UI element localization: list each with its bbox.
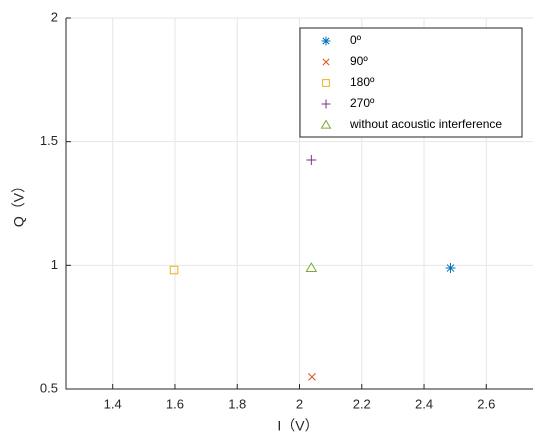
x-tick-label: 2.4	[415, 396, 433, 411]
x-tick-label: 2.2	[353, 396, 371, 411]
legend-label: 180º	[350, 75, 375, 89]
legend-marker	[322, 79, 330, 87]
legend-marker	[322, 58, 330, 66]
x-tick-label: 2.6	[477, 396, 495, 411]
y-tick-label: 0.5	[40, 380, 58, 395]
y-tick-label: 1	[51, 257, 58, 272]
legend-box	[299, 27, 523, 138]
x-tick-label: 1.4	[104, 396, 122, 411]
x-tick-label: 1.8	[228, 396, 246, 411]
x-tick-label: 2	[296, 396, 303, 411]
legend-label: 270º	[350, 96, 375, 110]
x-tick-label: 1.6	[166, 396, 184, 411]
point	[305, 262, 318, 273]
legend-marker	[321, 36, 331, 46]
point	[308, 373, 316, 381]
legend-marker	[321, 99, 331, 109]
marks	[169, 154, 456, 381]
legend-marker	[320, 119, 332, 129]
x-axis-label: I（V）	[277, 418, 318, 434]
point	[169, 265, 179, 275]
legend-label: without acoustic interference	[349, 117, 502, 131]
legend: 0º 90º 180º 270º without acoustic interferen…	[299, 27, 523, 138]
legend-label: 0º	[350, 33, 362, 47]
point	[445, 263, 456, 274]
legend-label: 90º	[350, 54, 368, 68]
y-tick-label: 2	[51, 9, 58, 24]
point	[306, 154, 317, 165]
y-tick-label: 1.5	[40, 133, 58, 148]
y-axis-label: Q（V）	[11, 179, 27, 227]
